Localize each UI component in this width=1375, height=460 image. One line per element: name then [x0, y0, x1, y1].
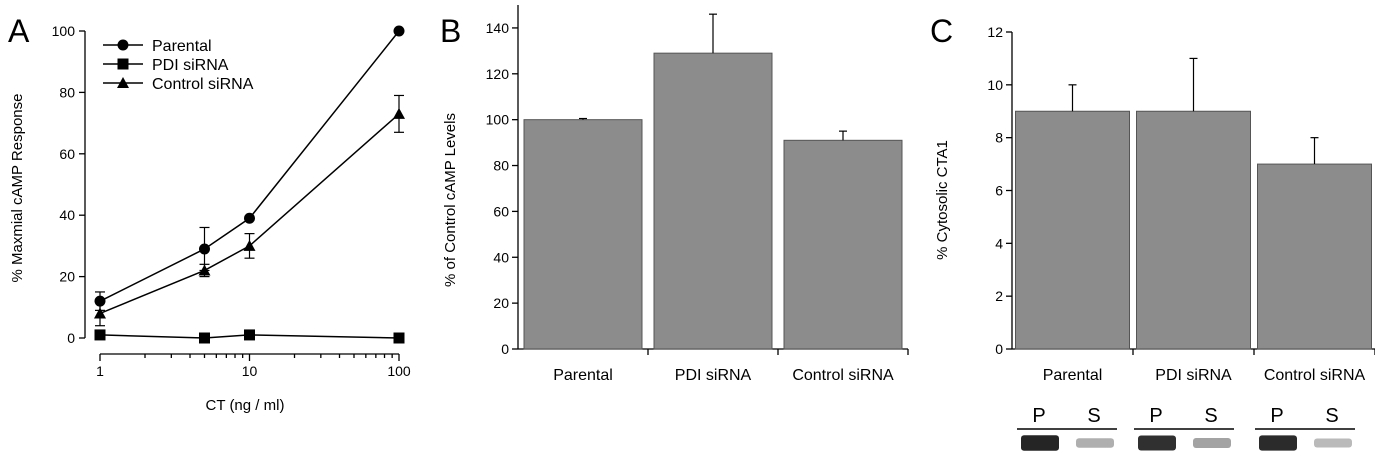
- panel-c-bar: [1015, 110, 1130, 350]
- panel-b-category-label: Control siRNA: [792, 367, 894, 384]
- panel-a-series-line-2: [99, 113, 400, 315]
- panel-c: C % Cytosolic CTA1 0 2 4 6 8 10 12 Parental PDI …: [930, 13, 1375, 451]
- panel-b-bar: [523, 119, 643, 350]
- panel-b-category-label: Parental: [553, 367, 613, 384]
- panel-c-y-tick-label: 10: [987, 77, 1003, 93]
- blot-lane-label: P: [1032, 405, 1045, 427]
- panel-a-y-tick-label: 0: [67, 330, 75, 346]
- panel-a-legend-marker: [117, 39, 129, 51]
- panel-a-series-line-0: [99, 30, 400, 302]
- blot-band: [1314, 438, 1352, 448]
- panel-b-y-tick-label: 140: [486, 20, 510, 36]
- panel-b-letter: B: [440, 13, 461, 49]
- panel-b-y-tick-label: 60: [493, 203, 509, 219]
- panel-a-point-0: [393, 25, 405, 37]
- panel-b-y-tick-label: 80: [493, 158, 509, 174]
- panel-b-y-tick-label: 0: [501, 341, 509, 357]
- panel-a-x-tick-label: 10: [242, 363, 258, 379]
- panel-a-point-2: [243, 239, 256, 251]
- panel-c-plot-area: [1015, 57, 1372, 350]
- panel-b: B % of Control cAMP Levels 0 20 40 60 80 100 1…: [440, 5, 909, 384]
- panel-c-bar: [1257, 163, 1372, 350]
- panel-a-y-tick-label: 40: [59, 207, 75, 223]
- panel-c-y-tick-label: 4: [995, 235, 1003, 251]
- panel-c-category-label: Parental: [1043, 367, 1103, 384]
- blot-band: [1138, 435, 1176, 451]
- panel-c-category-label: Control siRNA: [1264, 367, 1366, 384]
- panel-a-x-tick-label: 100: [387, 363, 411, 379]
- panel-a-point-1: [94, 329, 106, 341]
- panel-a-point-1: [198, 332, 210, 344]
- panel-c-y-axis-title: % Cytosolic CTA1: [934, 140, 951, 260]
- panel-a-series-line-1: [99, 334, 400, 339]
- panel-c-y-tick-label: 2: [995, 288, 1003, 304]
- blot-lane-label: S: [1087, 405, 1100, 427]
- panel-a-point-1: [393, 332, 405, 344]
- panel-c-letter: C: [930, 13, 953, 49]
- panel-c-bar: [1136, 110, 1251, 350]
- panel-b-bar: [653, 52, 773, 350]
- blot-lane-label: S: [1325, 405, 1338, 427]
- panel-a-y-tick-label: 100: [52, 23, 76, 39]
- panel-a-axes: 0 20 40 60 80 100 1 10 100: [52, 23, 411, 379]
- panel-a-point-1: [244, 329, 255, 341]
- panel-b-y-tick-label: 20: [493, 295, 509, 311]
- panel-b-y-tick-label: 120: [486, 66, 510, 82]
- panel-b-y-tick-label: 40: [493, 249, 509, 265]
- panel-a-point-2: [94, 307, 106, 319]
- panel-a-x-tick-label: 1: [96, 363, 104, 379]
- panel-c-y-tick-label: 6: [995, 183, 1003, 199]
- blot-band: [1076, 438, 1114, 448]
- panel-a-legend-marker: [117, 58, 129, 70]
- panel-a-legend-label: Parental: [152, 38, 212, 55]
- panel-a-x-axis-title: CT (ng / ml): [206, 397, 285, 414]
- panel-a-plot-area: [94, 25, 405, 344]
- panel-a-y-axis-title: % Maxmial cAMP Response: [9, 94, 26, 283]
- panel-a-y-tick-label: 80: [59, 84, 75, 100]
- panel-c-y-tick-label: 0: [995, 341, 1003, 357]
- panel-b-category-label: PDI siRNA: [675, 367, 752, 384]
- panel-a-point-0: [244, 212, 255, 224]
- panel-a-legend-label: PDI siRNA: [152, 57, 229, 74]
- panel-a: A % Maxmial cAMP Response CT (ng / ml) 0…: [8, 13, 411, 414]
- panel-a-letter: A: [8, 13, 30, 49]
- panel-c-category-label: PDI siRNA: [1155, 367, 1232, 384]
- blot-band: [1021, 435, 1059, 451]
- blot-lane-label: P: [1149, 405, 1162, 427]
- panel-a-legend-label: Control siRNA: [152, 76, 254, 93]
- blot-lane-label: S: [1204, 405, 1217, 427]
- panel-a-point-2: [198, 264, 211, 276]
- blot-band: [1193, 438, 1231, 448]
- panel-b-bar: [783, 139, 903, 350]
- blot-lane-label: P: [1270, 405, 1283, 427]
- panel-c-y-tick-label: 8: [995, 130, 1003, 146]
- panel-a-legend-marker: [117, 77, 129, 88]
- panel-b-y-axis-title: % of Control cAMP Levels: [442, 113, 459, 287]
- panel-a-y-tick-label: 20: [59, 269, 75, 285]
- blot-band: [1259, 435, 1297, 451]
- panel-a-y-tick-label: 60: [59, 146, 75, 162]
- panel-a-legend: Parental PDI siRNA Control siRNA: [103, 38, 254, 93]
- panel-c-y-tick-label: 12: [987, 24, 1003, 40]
- panel-a-point-2: [393, 107, 405, 119]
- panel-b-plot-area: [523, 13, 903, 350]
- panel-b-y-tick-label: 100: [486, 112, 510, 128]
- panel-a-point-0: [198, 243, 210, 255]
